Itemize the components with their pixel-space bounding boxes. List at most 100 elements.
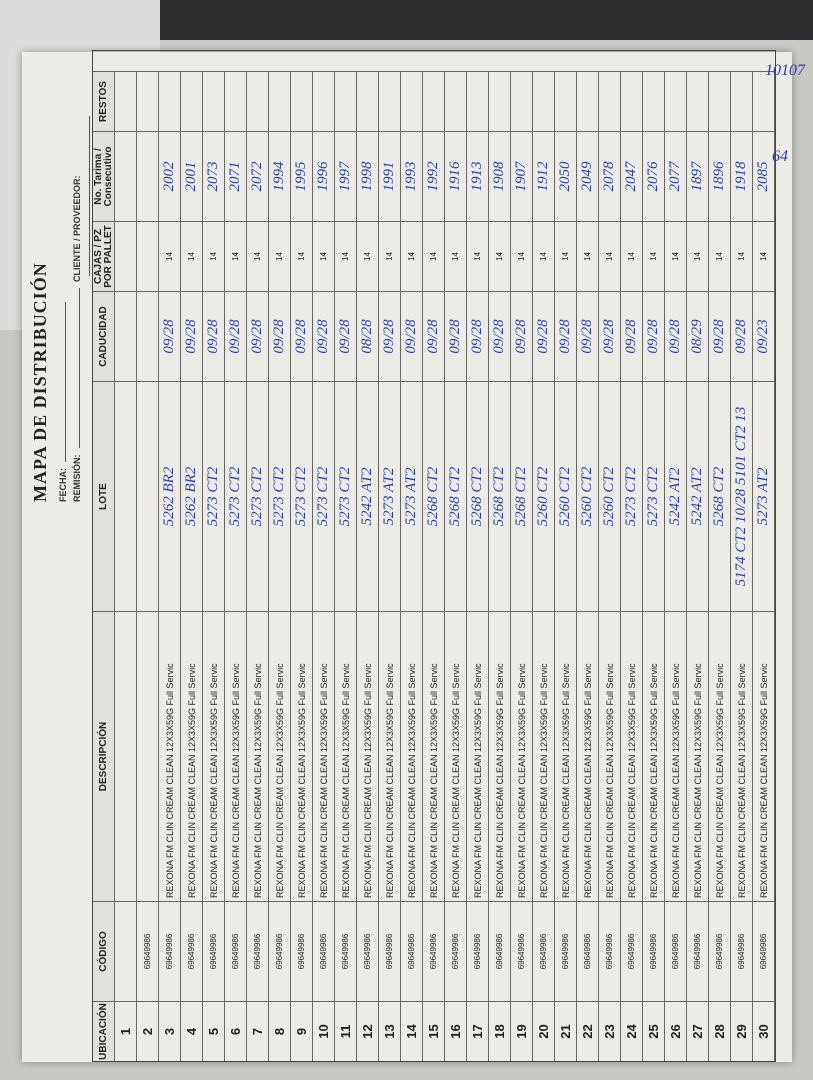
pallet-number-cell: 2071 bbox=[225, 131, 247, 221]
expiry-cell: 09/28 bbox=[621, 291, 643, 381]
location-cell: 2 bbox=[137, 1001, 159, 1061]
remainder-cell bbox=[467, 71, 489, 131]
pallet-number-cell: 1997 bbox=[335, 131, 357, 221]
code-cell: 69649986 bbox=[555, 901, 577, 1001]
boxes-per-pallet-cell: 14 bbox=[379, 221, 401, 291]
code-cell: 69649986 bbox=[643, 901, 665, 1001]
lot-cell: 5268 CT2 bbox=[423, 381, 445, 611]
boxes-per-pallet-cell: 14 bbox=[335, 221, 357, 291]
lot-cell: 5273 CT2 bbox=[643, 381, 665, 611]
pallet-number-cell: 1908 bbox=[489, 131, 511, 221]
pallet-number-cell: 2072 bbox=[247, 131, 269, 221]
expiry-cell: 09/28 bbox=[313, 291, 335, 381]
remainder-cell bbox=[247, 71, 269, 131]
lot-cell: 5242 AT2 bbox=[687, 381, 709, 611]
expiry-cell: 09/28 bbox=[489, 291, 511, 381]
description-cell: REXONA FM CLIN CREAM CLEAN 12X3X59G Full… bbox=[577, 611, 599, 901]
pallet-number-cell: 1916 bbox=[445, 131, 467, 221]
location-cell: 22 bbox=[577, 1001, 599, 1061]
pallet-number-cell: 2073 bbox=[203, 131, 225, 221]
code-cell: 69649986 bbox=[225, 901, 247, 1001]
location-cell: 27 bbox=[687, 1001, 709, 1061]
location-cell: 5 bbox=[203, 1001, 225, 1061]
lot-cell: 5260 CT2 bbox=[577, 381, 599, 611]
lot-cell: 5273 AT2 bbox=[379, 381, 401, 611]
lot-cell: 5242 AT2 bbox=[357, 381, 379, 611]
lot-cell: 5268 CT2 bbox=[489, 381, 511, 611]
expiry-cell: 09/28 bbox=[269, 291, 291, 381]
description-cell: REXONA FM CLIN CREAM CLEAN 12X3X59G Full… bbox=[203, 611, 225, 901]
remainder-cell bbox=[489, 71, 511, 131]
lot-cell: 5260 CT2 bbox=[599, 381, 621, 611]
column-header: LOTE bbox=[93, 381, 115, 611]
location-cell: 9 bbox=[291, 1001, 313, 1061]
boxes-per-pallet-cell: 14 bbox=[357, 221, 379, 291]
expiry-cell: 08/28 bbox=[357, 291, 379, 381]
code-cell: 69649986 bbox=[753, 901, 775, 1001]
boxes-per-pallet-cell: 14 bbox=[665, 221, 687, 291]
boxes-per-pallet-cell: 14 bbox=[643, 221, 665, 291]
code-cell: 69649986 bbox=[687, 901, 709, 1001]
expiry-cell: 09/28 bbox=[401, 291, 423, 381]
location-cell: 1 bbox=[115, 1001, 137, 1061]
description-cell: REXONA FM CLIN CREAM CLEAN 12X3X59G Full… bbox=[379, 611, 401, 901]
expiry-cell: 09/28 bbox=[665, 291, 687, 381]
code-cell: 69649986 bbox=[621, 901, 643, 1001]
lot-cell: 5268 CT2 bbox=[467, 381, 489, 611]
code-cell: 69649986 bbox=[599, 901, 621, 1001]
remainder-cell bbox=[511, 71, 533, 131]
lot-cell: 5273 CT2 bbox=[291, 381, 313, 611]
description-cell: REXONA FM CLIN CREAM CLEAN 12X3X59G Full… bbox=[423, 611, 445, 901]
description-cell: REXONA FM CLIN CREAM CLEAN 12X3X59G Full… bbox=[555, 611, 577, 901]
description-cell: REXONA FM CLIN CREAM CLEAN 12X3X59G Full… bbox=[247, 611, 269, 901]
description-cell: REXONA FM CLIN CREAM CLEAN 12X3X59G Full… bbox=[665, 611, 687, 901]
remainder-cell bbox=[159, 71, 181, 131]
boxes-per-pallet-cell: 14 bbox=[247, 221, 269, 291]
code-cell: 69649986 bbox=[203, 901, 225, 1001]
pallet-number-cell: 2001 bbox=[181, 131, 203, 221]
description-cell: REXONA FM CLIN CREAM CLEAN 12X3X59G Full… bbox=[643, 611, 665, 901]
remainder-cell bbox=[533, 71, 555, 131]
lot-cell: 5262 BR2 bbox=[181, 381, 203, 611]
remainder-cell bbox=[225, 71, 247, 131]
expiry-cell: 09/28 bbox=[159, 291, 181, 381]
boxes-per-pallet-cell: 14 bbox=[731, 221, 753, 291]
boxes-per-pallet-cell: 14 bbox=[555, 221, 577, 291]
description-cell: REXONA FM CLIN CREAM CLEAN 12X3X59G Full… bbox=[533, 611, 555, 901]
code-cell: 69649986 bbox=[445, 901, 467, 1001]
lot-cell: 5273 AT2 bbox=[401, 381, 423, 611]
code-cell: 69649986 bbox=[731, 901, 753, 1001]
description-cell: REXONA FM CLIN CREAM CLEAN 12X3X59G Full… bbox=[159, 611, 181, 901]
description-cell: REXONA FM CLIN CREAM CLEAN 12X3X59G Full… bbox=[467, 611, 489, 901]
field-label: REMISIÓN: bbox=[72, 288, 82, 502]
remainder-cell bbox=[753, 71, 775, 131]
boxes-per-pallet-cell bbox=[137, 221, 159, 291]
remainder-cell bbox=[665, 71, 687, 131]
lot-cell: 5268 CT2 bbox=[511, 381, 533, 611]
location-cell: 3 bbox=[159, 1001, 181, 1061]
description-cell: REXONA FM CLIN CREAM CLEAN 12X3X59G Full… bbox=[599, 611, 621, 901]
lot-cell: 5273 CT2 bbox=[203, 381, 225, 611]
pallet-number-cell: 1993 bbox=[401, 131, 423, 221]
column-header: CADUCIDAD bbox=[93, 291, 115, 381]
expiry-cell: 09/28 bbox=[445, 291, 467, 381]
form-title: MAPA DE DISTRIBUCIÓN bbox=[30, 262, 50, 502]
boxes-per-pallet-cell: 14 bbox=[467, 221, 489, 291]
expiry-cell bbox=[137, 291, 159, 381]
description-cell bbox=[115, 611, 137, 901]
location-cell: 29 bbox=[731, 1001, 753, 1061]
boxes-per-pallet-cell: 14 bbox=[753, 221, 775, 291]
remainder-cell bbox=[599, 71, 621, 131]
remainder-cell bbox=[335, 71, 357, 131]
pallet-number-cell: 1913 bbox=[467, 131, 489, 221]
expiry-cell: 09/28 bbox=[225, 291, 247, 381]
remainder-cell bbox=[203, 71, 225, 131]
column-header: CAJAS / PZ POR PALLET bbox=[93, 221, 115, 291]
expiry-cell: 09/28 bbox=[533, 291, 555, 381]
location-cell: 12 bbox=[357, 1001, 379, 1061]
location-cell: 18 bbox=[489, 1001, 511, 1061]
location-cell: 24 bbox=[621, 1001, 643, 1061]
remainder-cell bbox=[621, 71, 643, 131]
pallet-number-cell: 1994 bbox=[269, 131, 291, 221]
